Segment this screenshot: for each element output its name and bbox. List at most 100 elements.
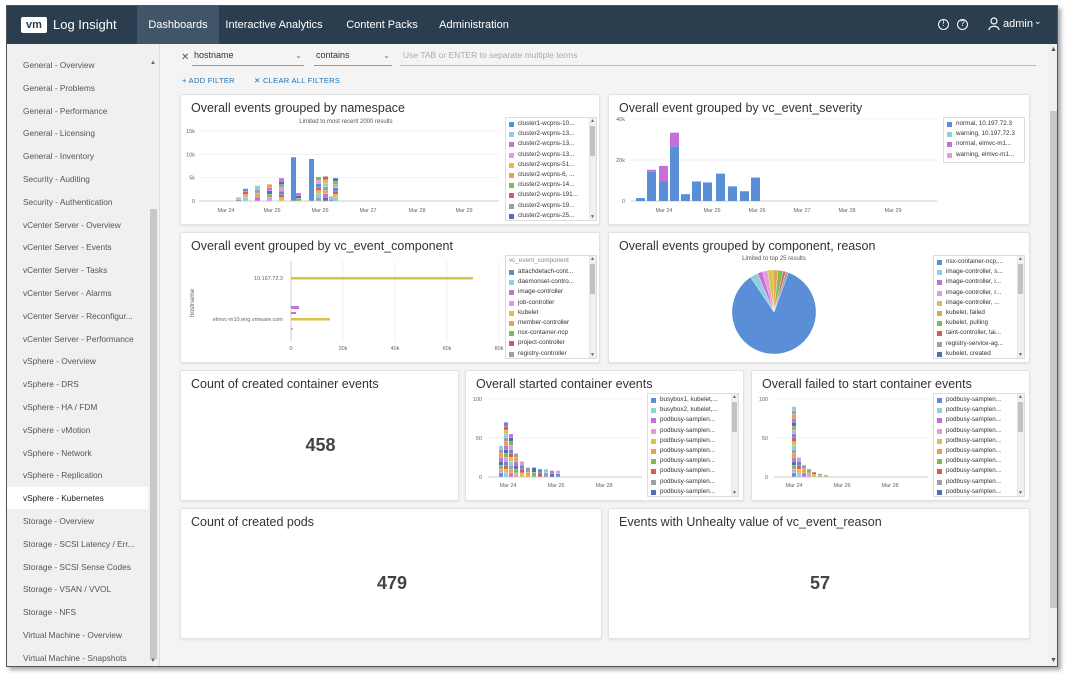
x-tick-label: Mar 24 — [217, 208, 234, 214]
severity-bar-chart[interactable]: 0 20k 40k Mar 24 Mar 25 Mar 26 Mar 27 Mar 28 Mar… — [609, 95, 1031, 226]
sidebar-item[interactable]: vSphere - HA / FDM — [23, 402, 98, 412]
sidebar-item[interactable]: Virtual Machine - Snapshots — [23, 652, 127, 663]
sidebar-item[interactable]: Security - Authentication — [23, 196, 113, 207]
scroll-down-icon[interactable]: ▼ — [590, 214, 595, 220]
user-menu[interactable]: admin — [1003, 18, 1033, 30]
help-icon[interactable]: ? — [957, 19, 968, 30]
sidebar-item[interactable]: vSphere - vMotion — [23, 424, 91, 435]
scroll-up-icon[interactable]: ▲ — [590, 256, 595, 262]
started-containers-bar-chart[interactable]: 0 50 100 Mar 24 Mar 26 Mar 28 — [466, 371, 745, 502]
pie-slice — [731, 272, 817, 355]
filter-terms-input[interactable]: Use TAB or ENTER to separate multiple te… — [400, 50, 1036, 66]
sidebar-item[interactable]: vSphere - Network — [23, 447, 92, 458]
legend-swatch — [937, 300, 942, 306]
chart-bar-segment — [509, 457, 513, 462]
tab-administration[interactable]: Administration — [439, 19, 509, 31]
sidebar-item[interactable]: Storage - VSAN / VVOL — [23, 584, 112, 595]
filter-operator-select[interactable]: contains ⌄ — [314, 50, 392, 66]
chart-legend[interactable]: podbusy-samplen... podbusy-samplen... podb… — [933, 393, 1025, 497]
x-tick-label: Mar 28 — [838, 208, 855, 214]
scroll-up-icon[interactable]: ▲ — [1050, 46, 1057, 53]
x-tick-label: 20k — [339, 346, 348, 352]
clear-all-filters-link[interactable]: ✕ CLEAR ALL FILTERS — [254, 76, 341, 85]
x-tick-label: Mar 24 — [785, 483, 802, 489]
chart-legend[interactable]: cluster1-wcpns-10... cluster2-wcpns-13...… — [505, 117, 597, 221]
chart-legend[interactable]: nsx-container-ncp,... image-controller, s… — [933, 255, 1025, 359]
sidebar-item[interactable]: vSphere - Replication — [23, 470, 103, 481]
chart-bar-segment — [797, 461, 801, 465]
chart-bar-segment — [797, 469, 801, 473]
notification-icon[interactable]: ! — [938, 19, 949, 30]
tab-interactive-analytics[interactable]: Interactive Analytics — [225, 19, 323, 31]
chart-bar-segment — [504, 422, 508, 426]
scroll-up-icon[interactable]: ▲ — [732, 394, 737, 400]
chart-bar-segment — [509, 438, 513, 442]
main-scroll-thumb[interactable] — [1050, 111, 1057, 608]
sidebar-item[interactable]: vSphere - DRS — [23, 379, 79, 390]
chart-legend[interactable]: busybox1, kubelet,... busybox2, kubelet,.… — [647, 393, 739, 497]
sidebar-item[interactable]: Security - Auditing — [23, 174, 90, 184]
legend-scroll-thumb[interactable] — [590, 126, 595, 156]
legend-scroll-thumb[interactable] — [1018, 264, 1023, 294]
chart-bar-segment — [279, 178, 284, 182]
remove-filter-icon[interactable]: ✕ — [181, 52, 190, 63]
scroll-down-icon[interactable]: ▼ — [590, 352, 595, 358]
sidebar-item[interactable]: Storage - SCSI Sense Codes — [23, 561, 131, 572]
legend-scroll-thumb[interactable] — [732, 402, 737, 432]
legend-scroll-thumb[interactable] — [590, 264, 595, 294]
sidebar-item[interactable]: vSphere - Overview — [23, 356, 96, 367]
sidebar-item[interactable]: vCenter Server - Alarms — [23, 288, 112, 298]
sidebar-scroll-thumb[interactable] — [150, 209, 157, 659]
legend-label: normal, 10.197.72.3 — [956, 120, 1013, 127]
add-filter-link[interactable]: + ADD FILTER — [182, 76, 235, 85]
chart-legend[interactable]: vc_event_component attachdetach-cont... da… — [505, 255, 597, 359]
chart-bar-segment — [243, 197, 248, 201]
scroll-down-icon[interactable]: ▼ — [1018, 352, 1023, 358]
scroll-down-icon[interactable]: ▼ — [1018, 490, 1023, 496]
component-bar-chart[interactable]: hostname 10.197.72.3 elmvc-m10.eng.vmware.… — [181, 233, 601, 364]
legend-scrollbar[interactable] — [589, 118, 596, 220]
legend-swatch — [509, 162, 514, 168]
sidebar-item[interactable]: vCenter Server - Tasks — [23, 265, 108, 276]
chart-bar-segment — [692, 181, 701, 201]
chart-bar — [291, 318, 330, 321]
sidebar-item[interactable]: Storage - Overview — [23, 516, 95, 526]
sidebar-item[interactable]: Storage - SCSI Latency / Err... — [23, 538, 135, 549]
legend-swatch — [937, 311, 942, 316]
legend-scrollbar[interactable] — [1017, 256, 1024, 358]
component-reason-pie-chart[interactable]: Limited to top 25 results — [609, 233, 1031, 364]
namespace-bar-chart[interactable]: Limited to most recent 2000 results 0 5k 10… — [181, 95, 601, 226]
scroll-down-icon[interactable]: ▼ — [1050, 657, 1057, 664]
scroll-up-icon[interactable]: ▲ — [150, 60, 156, 66]
legend-scrollbar[interactable] — [731, 394, 738, 496]
scroll-up-icon[interactable]: ▲ — [590, 118, 595, 124]
tab-dashboards[interactable]: Dashboards — [137, 6, 219, 44]
legend-scrollbar[interactable] — [589, 256, 596, 358]
sidebar-item[interactable]: vCenter Server - Performance — [23, 333, 134, 344]
sidebar-item[interactable]: Storage - NFS — [23, 607, 77, 618]
chart-bar-segment — [792, 449, 796, 454]
scroll-down-icon[interactable]: ▼ — [732, 490, 737, 496]
sidebar-item[interactable]: vCenter Server - Events — [23, 242, 112, 253]
sidebar-item[interactable]: vCenter Server - Overview — [23, 219, 121, 230]
sidebar-item[interactable]: vSphere - Kubernetes — [7, 487, 148, 510]
chevron-down-icon[interactable]: ⌄ — [1034, 16, 1042, 26]
user-icon[interactable] — [988, 17, 1000, 31]
legend-scrollbar[interactable] — [1017, 394, 1024, 496]
sidebar-item[interactable]: Virtual Machine - Overview — [23, 630, 122, 640]
scroll-up-icon[interactable]: ▲ — [1018, 394, 1023, 400]
sidebar-item[interactable]: vCenter Server - Reconfigur... — [23, 310, 133, 321]
sidebar-item[interactable]: General - Inventory — [23, 151, 95, 162]
scroll-down-icon[interactable]: ▼ — [150, 658, 156, 664]
sidebar-item[interactable]: General - Licensing — [23, 128, 95, 139]
failed-containers-bar-chart[interactable]: 0 50 100 Mar 24 Mar 26 Mar 28 — [752, 371, 1031, 502]
filter-field-select[interactable]: hostname ⌄ — [192, 50, 304, 66]
sidebar-item[interactable]: General - Performance — [23, 105, 108, 116]
sidebar-item[interactable]: General - Problems — [23, 82, 95, 93]
chart-bar-segment — [514, 461, 518, 465]
chart-legend[interactable]: normal, 10.197.72.3 warning, 10.197.72.3 n… — [943, 117, 1025, 163]
tab-content-packs[interactable]: Content Packs — [346, 19, 418, 31]
legend-scroll-thumb[interactable] — [1018, 402, 1023, 432]
scroll-up-icon[interactable]: ▲ — [1018, 256, 1023, 262]
sidebar-item[interactable]: General - Overview — [23, 60, 95, 70]
